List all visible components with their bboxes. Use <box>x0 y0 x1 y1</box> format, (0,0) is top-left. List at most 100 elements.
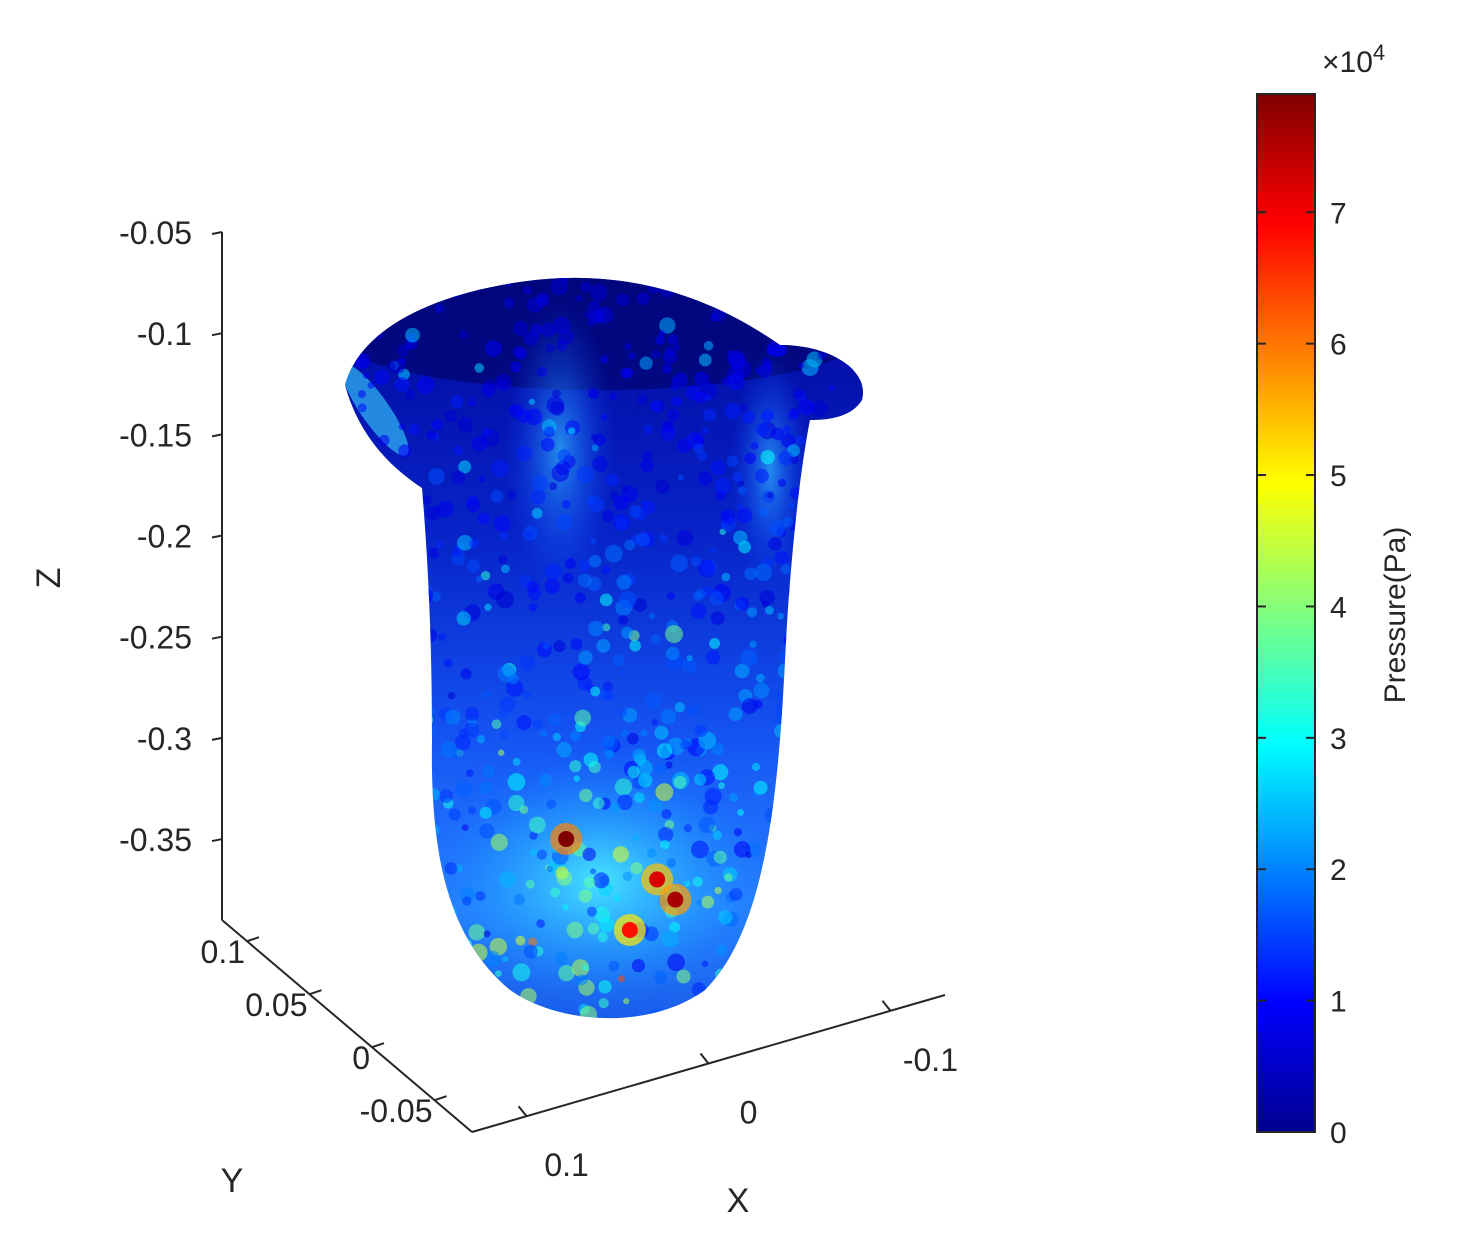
surface-speckle <box>800 656 817 673</box>
surface-speckle <box>600 355 609 364</box>
surface-speckle <box>804 935 812 943</box>
surface-speckle <box>750 441 759 450</box>
colorbar-tick-label: 7 <box>1330 197 1347 230</box>
surface-speckle <box>583 752 599 767</box>
surface-speckle <box>536 294 550 308</box>
colorbar-gradient <box>1256 93 1316 1133</box>
surface-speckle <box>760 411 773 424</box>
surface-speckle <box>844 646 862 664</box>
surface-speckle <box>805 820 816 832</box>
surface-speckle <box>693 443 704 454</box>
y-tick-mark <box>434 1095 447 1102</box>
surface-speckle <box>479 823 495 839</box>
y-tick-mark <box>246 936 260 943</box>
surface-speckle <box>752 762 761 771</box>
surface-speckle <box>771 427 784 441</box>
surface-speckle <box>407 513 422 527</box>
surface-speckle <box>654 725 669 740</box>
surface-speckle <box>710 998 725 1013</box>
pressure-peak <box>667 891 684 908</box>
surface-speckle <box>604 544 623 563</box>
surface-speckle <box>671 376 679 384</box>
surface-speckle <box>601 510 614 523</box>
surface-speckle <box>705 650 721 665</box>
surface-speckle <box>701 895 715 909</box>
surface-speckle <box>779 651 791 663</box>
surface-speckle <box>811 1012 825 1019</box>
surface-speckle <box>447 692 456 700</box>
surface-speckle <box>832 566 847 581</box>
surface-speckle <box>556 742 572 758</box>
surface-speckle <box>477 971 486 981</box>
surface-speckle <box>572 663 590 681</box>
surface-speckle <box>833 595 841 604</box>
surface-speckle <box>443 658 453 668</box>
surface-speckle <box>799 484 814 500</box>
surface-speckle <box>477 971 495 989</box>
surface-speckle <box>807 708 818 718</box>
surface-speckle <box>370 561 385 577</box>
surface-speckle <box>709 591 724 606</box>
surface-speckle <box>746 607 758 618</box>
surface-speckle <box>507 773 526 791</box>
x-tick-mark <box>517 1105 528 1117</box>
surface-speckle <box>742 410 756 424</box>
surface-speckle <box>844 849 857 862</box>
surface-speckle <box>345 976 357 990</box>
surface-speckle <box>778 450 793 466</box>
surface-speckle <box>458 330 468 340</box>
surface-speckle <box>528 603 538 612</box>
surface-speckle <box>576 465 594 484</box>
surface-speckle <box>549 482 558 491</box>
surface-speckle <box>345 656 351 665</box>
surface-speckle <box>749 640 757 649</box>
surface-speckle <box>766 492 774 499</box>
surface-speckle <box>623 367 634 379</box>
surface-speckle <box>476 735 486 744</box>
surface-speckle <box>592 309 606 323</box>
surface-speckle <box>546 865 553 873</box>
surface-speckle <box>642 500 656 515</box>
surface-speckle <box>796 586 814 605</box>
z-tick-label: -0.05 <box>119 215 192 251</box>
surface-speckle <box>701 960 709 968</box>
surface-speckle <box>604 691 615 701</box>
surface-speckle <box>480 571 491 581</box>
surface-speckle <box>858 434 864 442</box>
surface-speckle <box>655 335 665 346</box>
surface-speckle <box>795 898 805 907</box>
surface-speckle <box>660 708 677 725</box>
surface-speckle <box>703 799 719 815</box>
surface-speckle <box>539 773 552 787</box>
surface-speckle <box>405 389 416 400</box>
surface-speckle <box>549 400 565 416</box>
surface-speckle <box>447 906 458 917</box>
surface-speckle <box>526 580 539 593</box>
surface-speckle <box>726 455 739 467</box>
surface-speckle <box>647 798 663 813</box>
surface-speckle <box>783 985 797 999</box>
surface-speckle <box>368 277 376 285</box>
surface-speckle <box>454 734 471 751</box>
surface-speckle <box>712 830 722 840</box>
surface-speckle <box>697 470 713 486</box>
surface-speckle <box>650 400 662 413</box>
surface-speckle <box>793 902 811 920</box>
surface-speckle <box>802 711 809 718</box>
surface-speckle <box>592 797 605 809</box>
surface-speckle <box>829 937 841 949</box>
y-tick-mark <box>371 1042 385 1049</box>
surface-speckle <box>552 732 562 742</box>
surface-speckle <box>754 468 769 483</box>
surface-speckle <box>450 288 461 299</box>
surface-speckle <box>683 824 692 833</box>
surface-speckle <box>570 638 583 651</box>
surface-speckle <box>580 281 592 293</box>
surface-speckle <box>468 806 477 815</box>
surface-speckle <box>552 389 561 398</box>
surface-speckle <box>630 862 643 875</box>
surface-speckle <box>609 392 618 401</box>
colorbar-tick-label: 1 <box>1330 986 1347 1019</box>
x-tick-mark <box>881 1000 892 1012</box>
surface-speckle <box>690 556 702 567</box>
